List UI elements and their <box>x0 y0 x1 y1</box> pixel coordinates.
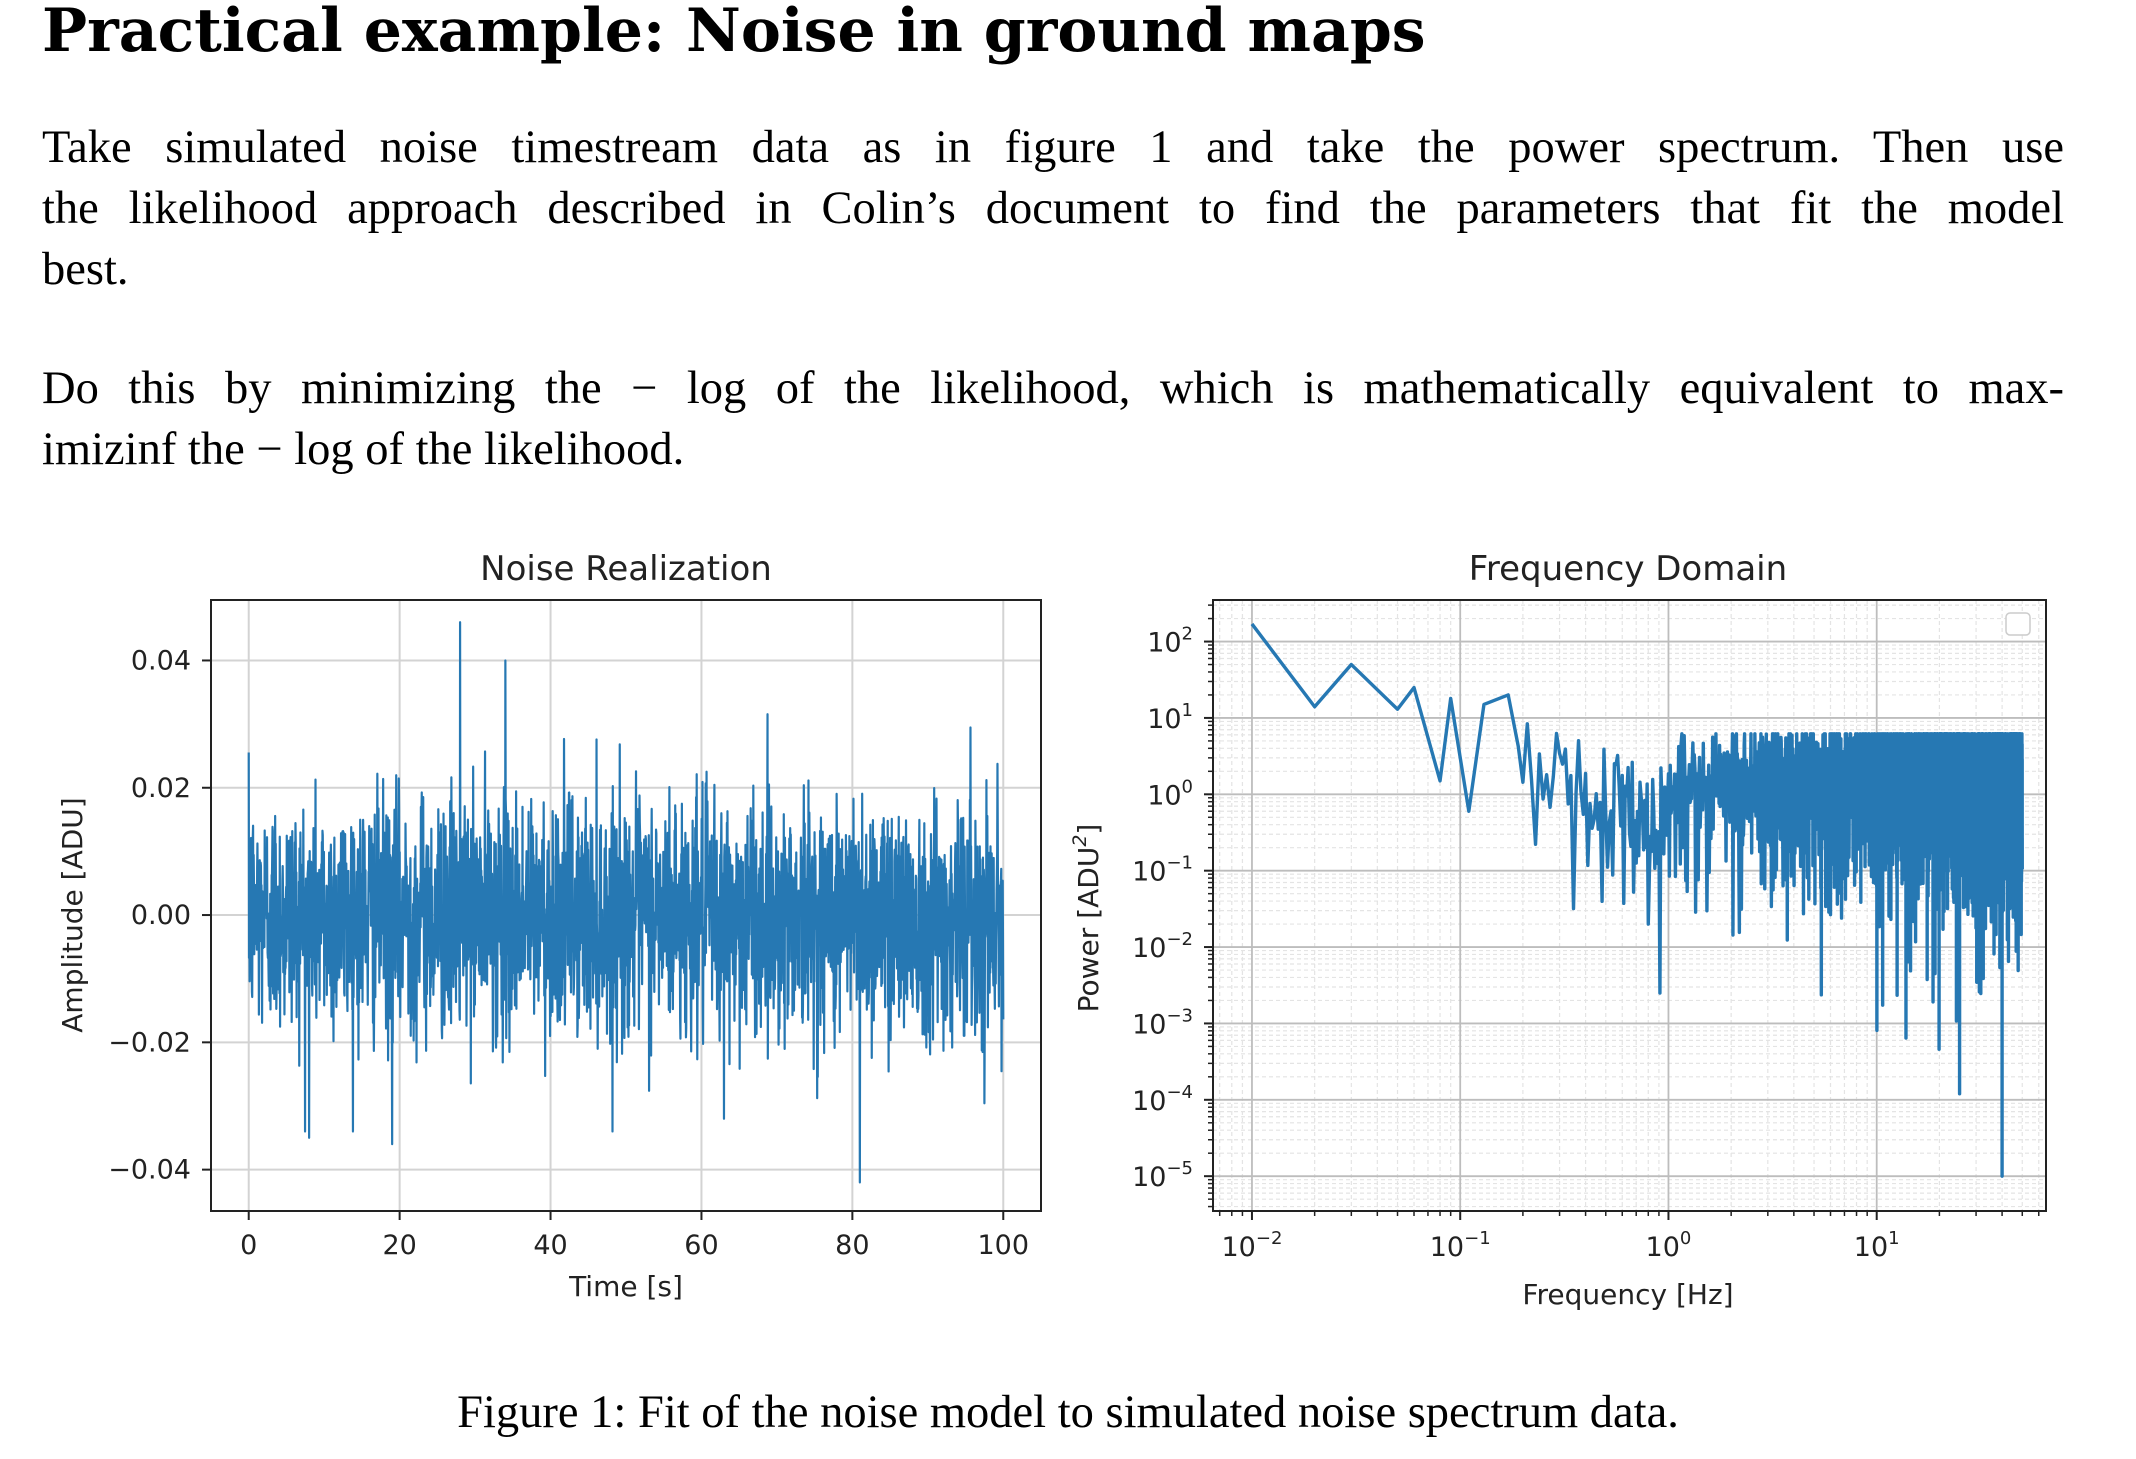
paragraph-1-line-3: best. <box>42 244 129 295</box>
paragraph-1-line-1: Take simulated noise timestream data as … <box>42 122 2064 173</box>
y-tick-label: 0.00 <box>131 900 191 931</box>
y-tick-label: 10−2 <box>1132 929 1193 964</box>
x-tick-label: 60 <box>684 1230 718 1261</box>
y-axis-label: Amplitude [ADU] <box>56 797 89 1032</box>
y-tick-label: 0.02 <box>131 773 191 804</box>
x-axis-label: Time [s] <box>568 1270 683 1303</box>
tick-labels: 0 20 40 60 80 100 0.04 0.02 0.00 −0.02 −0.04 <box>108 645 1029 1261</box>
x-tick-label: 100 <box>977 1230 1029 1261</box>
paragraph-2-line-2: imizinf the − log of the likelihood. <box>42 424 685 475</box>
y-tick-label: 10−4 <box>1132 1082 1193 1117</box>
noise-realization-chart: Noise Realization Time [s] Amplitude [AD… <box>56 549 1042 1303</box>
x-tick-label: 20 <box>382 1230 416 1261</box>
plot-frame <box>210 599 1042 1212</box>
x-tick-label: 100 <box>1646 1228 1692 1263</box>
data-series <box>1250 622 2024 1178</box>
y-tick-label: 10−5 <box>1132 1158 1193 1193</box>
y-tick-label: 101 <box>1147 700 1193 735</box>
y-tick-label: 10−1 <box>1132 853 1193 888</box>
y-tick-label: 100 <box>1147 776 1193 811</box>
chart-title: Frequency Domain <box>1469 549 1787 589</box>
frequency-domain-chart: Frequency Domain Frequency [Hz] Power [A… <box>1069 549 2047 1311</box>
y-tick-label: −0.04 <box>108 1155 191 1186</box>
x-tick-label: 0 <box>240 1230 257 1261</box>
figure-1: Noise Realization Time [s] Amplitude [AD… <box>56 549 2047 1311</box>
x-tick-label: 10−1 <box>1430 1228 1491 1263</box>
y-tick-label: 102 <box>1147 624 1193 659</box>
x-tick-label: 80 <box>835 1230 869 1261</box>
section-heading: Practical example: Noise in ground maps <box>42 0 1426 66</box>
data-series <box>247 621 1005 1184</box>
x-tick-label: 101 <box>1854 1228 1900 1263</box>
plot-frame <box>1212 599 2047 1212</box>
paragraph-2-line-1: Do this by minimizing the − log of the l… <box>42 363 2064 414</box>
paragraph-1: Take simulated noise timestream data as … <box>42 117 2064 300</box>
x-tick-label: 10−2 <box>1222 1228 1283 1263</box>
noise-series-line <box>247 621 1005 1184</box>
chart-title: Noise Realization <box>480 549 772 589</box>
y-axis-label: Power [ADU2] <box>1069 824 1105 1013</box>
y-tick-label: 0.04 <box>131 645 191 676</box>
tick-labels: 10−2 10−1 100 101 102 101 100 10−1 10−2 10−3 10−4 1… <box>1132 604 2040 1263</box>
figure-caption: Figure 1: Fit of the noise model to simu… <box>457 1387 1679 1438</box>
y-tick-label: −0.02 <box>108 1027 191 1058</box>
paragraph-1-line-2: the likelihood approach described in Col… <box>42 183 2064 234</box>
grid <box>1213 600 2046 1211</box>
power-spectrum-line <box>1250 622 2024 1178</box>
y-tick-label: 10−3 <box>1132 1005 1193 1040</box>
x-tick-label: 40 <box>533 1230 567 1261</box>
legend-box <box>2005 612 2031 636</box>
x-axis-label: Frequency [Hz] <box>1522 1278 1733 1311</box>
paragraph-2: Do this by minimizing the − log of the l… <box>42 358 2064 480</box>
